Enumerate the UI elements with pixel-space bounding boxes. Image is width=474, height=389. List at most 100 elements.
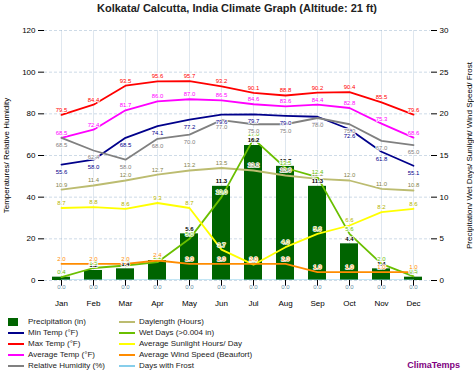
svg-text:0.0: 0.0 bbox=[313, 284, 322, 290]
svg-text:May: May bbox=[182, 299, 197, 308]
svg-text:83.6: 83.6 bbox=[280, 98, 292, 104]
svg-text:90.2: 90.2 bbox=[312, 85, 324, 91]
svg-text:1.9: 1.9 bbox=[249, 257, 258, 263]
svg-text:4.0: 4.0 bbox=[281, 239, 290, 245]
svg-text:55.6: 55.6 bbox=[56, 169, 68, 175]
svg-text:79.7: 79.7 bbox=[248, 118, 260, 124]
svg-text:15: 15 bbox=[440, 151, 449, 160]
svg-text:79.0: 79.0 bbox=[280, 120, 292, 126]
svg-text:72.4: 72.4 bbox=[88, 122, 100, 128]
svg-text:8.7: 8.7 bbox=[57, 200, 66, 206]
svg-text:0.0: 0.0 bbox=[409, 284, 418, 290]
svg-text:87.0: 87.0 bbox=[184, 91, 196, 97]
svg-text:81.7: 81.7 bbox=[120, 102, 132, 108]
svg-text:0.4: 0.4 bbox=[57, 269, 66, 275]
svg-text:16.2: 16.2 bbox=[248, 137, 260, 143]
svg-text:68.5: 68.5 bbox=[56, 142, 68, 148]
svg-text:2.0: 2.0 bbox=[217, 256, 226, 262]
svg-text:68.6: 68.6 bbox=[408, 130, 420, 136]
svg-text:8.2: 8.2 bbox=[377, 204, 386, 210]
svg-text:58.0: 58.0 bbox=[120, 164, 132, 170]
svg-text:2.0: 2.0 bbox=[185, 256, 194, 262]
svg-text:0.0: 0.0 bbox=[89, 284, 98, 290]
svg-text:0.0: 0.0 bbox=[57, 284, 66, 290]
svg-text:1.0: 1.0 bbox=[345, 264, 354, 270]
svg-text:0.0: 0.0 bbox=[121, 284, 130, 290]
svg-text:11.3: 11.3 bbox=[216, 178, 228, 184]
svg-text:Precipitation/ Wet Days/ Sunli: Precipitation/ Wet Days/ Sunlight/ Wind … bbox=[465, 61, 474, 249]
svg-text:79.6: 79.6 bbox=[408, 107, 420, 113]
svg-text:2.4: 2.4 bbox=[153, 252, 162, 258]
svg-text:0.0: 0.0 bbox=[281, 284, 290, 290]
svg-text:0.0: 0.0 bbox=[217, 284, 226, 290]
svg-text:0: 0 bbox=[31, 276, 36, 285]
svg-text:12.4: 12.4 bbox=[312, 169, 324, 175]
svg-text:5.6: 5.6 bbox=[313, 226, 322, 232]
svg-text:5.0: 5.0 bbox=[185, 231, 194, 237]
svg-text:82.8: 82.8 bbox=[344, 100, 356, 106]
svg-text:75.0: 75.0 bbox=[344, 128, 356, 134]
svg-text:1.0: 1.0 bbox=[409, 264, 418, 270]
svg-text:61.8: 61.8 bbox=[376, 156, 388, 162]
svg-text:95.6: 95.6 bbox=[152, 73, 164, 79]
svg-text:55.1: 55.1 bbox=[408, 170, 420, 176]
svg-text:84.6: 84.6 bbox=[248, 96, 260, 102]
svg-text:Temperatures/ Relative Humidit: Temperatures/ Relative Humidity bbox=[2, 98, 11, 214]
svg-text:68.5: 68.5 bbox=[56, 130, 68, 136]
svg-text:77.2: 77.2 bbox=[184, 124, 196, 130]
svg-text:8.6: 8.6 bbox=[121, 201, 130, 207]
svg-text:75.0: 75.0 bbox=[248, 128, 260, 134]
svg-text:11.3: 11.3 bbox=[312, 178, 324, 184]
svg-text:10.0: 10.0 bbox=[216, 189, 228, 195]
svg-text:67.0: 67.0 bbox=[376, 145, 388, 151]
svg-text:2.0: 2.0 bbox=[121, 256, 130, 262]
svg-text:8.8: 8.8 bbox=[89, 199, 98, 205]
svg-text:90.1: 90.1 bbox=[248, 85, 260, 91]
svg-text:88.8: 88.8 bbox=[280, 87, 292, 93]
svg-text:0: 0 bbox=[440, 276, 445, 285]
svg-text:11.0: 11.0 bbox=[376, 181, 388, 187]
svg-text:2.0: 2.0 bbox=[89, 256, 98, 262]
svg-text:Apr: Apr bbox=[151, 299, 164, 308]
svg-text:65.0: 65.0 bbox=[408, 149, 420, 155]
svg-text:6.6: 6.6 bbox=[345, 217, 354, 223]
svg-text:60: 60 bbox=[27, 151, 36, 160]
svg-text:1.0: 1.0 bbox=[313, 264, 322, 270]
svg-text:30: 30 bbox=[440, 26, 449, 35]
svg-text:0.0: 0.0 bbox=[249, 284, 258, 290]
svg-text:Jan: Jan bbox=[55, 299, 68, 308]
svg-text:78.0: 78.0 bbox=[312, 122, 324, 128]
svg-text:40: 40 bbox=[27, 193, 36, 202]
svg-text:68.0: 68.0 bbox=[152, 143, 164, 149]
svg-text:62.4: 62.4 bbox=[88, 154, 100, 160]
svg-text:5: 5 bbox=[440, 234, 445, 243]
svg-text:84.4: 84.4 bbox=[312, 97, 324, 103]
svg-text:80: 80 bbox=[27, 109, 36, 118]
svg-text:0.0: 0.0 bbox=[185, 284, 194, 290]
svg-text:5.6: 5.6 bbox=[345, 226, 354, 232]
svg-text:79.5: 79.5 bbox=[56, 107, 68, 113]
svg-text:75.0: 75.0 bbox=[280, 128, 292, 134]
svg-text:13.2: 13.2 bbox=[184, 162, 196, 168]
svg-text:86.5: 86.5 bbox=[216, 92, 228, 98]
svg-text:0.0: 0.0 bbox=[153, 284, 162, 290]
svg-text:2.0: 2.0 bbox=[249, 256, 258, 262]
svg-text:8.6: 8.6 bbox=[409, 201, 418, 207]
svg-text:Jul: Jul bbox=[248, 299, 258, 308]
svg-text:Dec: Dec bbox=[406, 299, 420, 308]
svg-text:77.0: 77.0 bbox=[216, 124, 228, 130]
svg-text:93.2: 93.2 bbox=[216, 78, 228, 84]
svg-text:13.5: 13.5 bbox=[280, 160, 292, 166]
svg-text:12.0: 12.0 bbox=[120, 172, 132, 178]
svg-text:Aug: Aug bbox=[278, 299, 292, 308]
svg-text:75.3: 75.3 bbox=[376, 116, 388, 122]
svg-text:25: 25 bbox=[440, 68, 449, 77]
svg-text:11.4: 11.4 bbox=[88, 177, 100, 183]
svg-text:1.0: 1.0 bbox=[377, 264, 386, 270]
svg-text:Jun: Jun bbox=[215, 299, 228, 308]
svg-text:Feb: Feb bbox=[87, 299, 101, 308]
svg-text:84.4: 84.4 bbox=[88, 97, 100, 103]
svg-text:120: 120 bbox=[22, 26, 36, 35]
svg-text:20: 20 bbox=[27, 234, 36, 243]
svg-text:100: 100 bbox=[22, 68, 36, 77]
